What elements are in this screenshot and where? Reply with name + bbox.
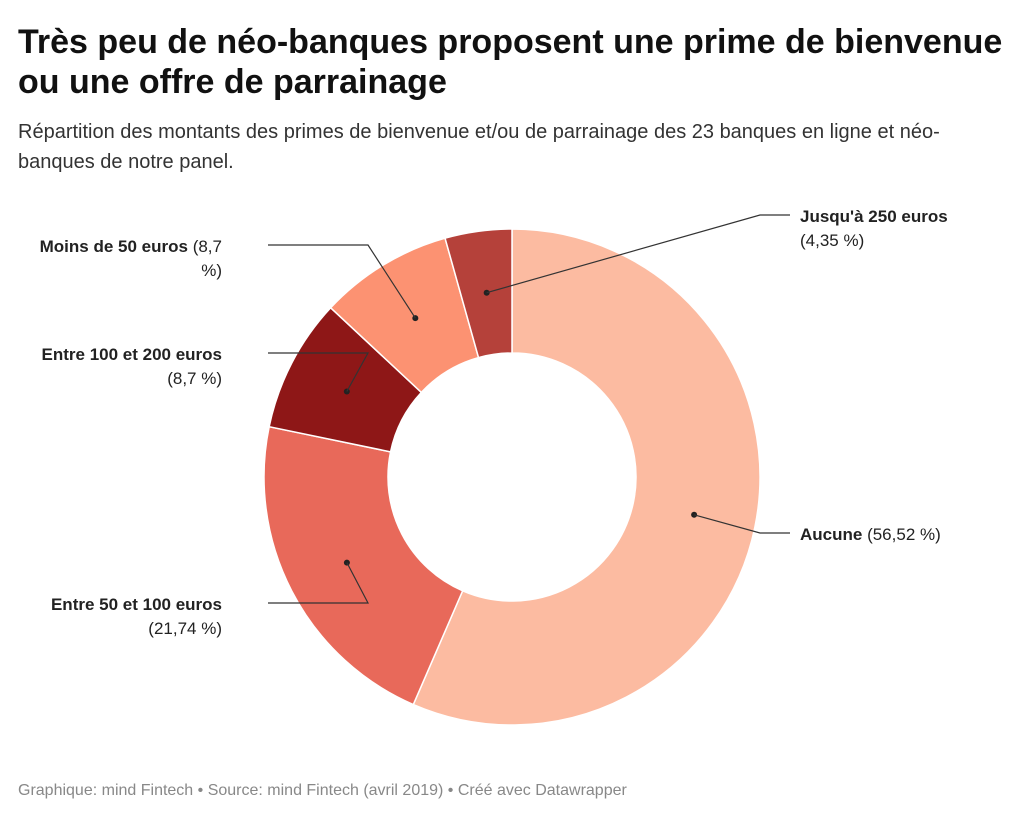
slice-label-moins-de-50-euros: Moins de 50 euros (8,7%) (40, 237, 222, 280)
slice-label-entre-100-et-200-euros: Entre 100 et 200 euros (8,7 %) (42, 345, 222, 388)
leader-line (268, 562, 369, 604)
leader-line (268, 244, 416, 319)
slice-label-aucune: Aucune (56,52 %) (800, 525, 941, 544)
slice-label-name: Entre 100 et 200 euros (42, 345, 222, 364)
slice-label-value-cont: %) (201, 261, 222, 280)
slice-label-name: Aucune (800, 525, 862, 544)
slice-label-jusqu-a-250-euros: Jusqu'à 250 euros (4,35 %) (800, 207, 948, 250)
slice-jusqu-a-250-euros (444, 228, 513, 359)
slice-label-value: (21,74 %) (148, 619, 222, 638)
slice-label-value: (4,35 %) (800, 231, 864, 250)
slice-aucune (412, 228, 761, 726)
slice-label-entre-50-et-100-euros: Entre 50 et 100 euros (21,74 %) (51, 595, 222, 638)
chart-footer: Graphique: mind Fintech • Source: mind F… (18, 782, 627, 799)
slice-label-value: (8,7 %) (167, 369, 222, 388)
leader-line (486, 214, 790, 294)
chart-subtitle: Répartition des montants des primes de b… (18, 121, 940, 173)
slice-entre-50-et-100-euros (263, 425, 464, 706)
slice-label-value: (8,7 (188, 237, 222, 256)
slice-label-name: Entre 50 et 100 euros (51, 595, 222, 614)
slice-label-name: Jusqu'à 250 euros (800, 207, 948, 226)
leader-line (268, 352, 370, 392)
slice-label-name: Moins de 50 euros (40, 237, 188, 256)
chart-title: Très peu de néo-banques proposent une pr… (18, 23, 1003, 101)
leader-line (693, 514, 790, 534)
slice-label-value: (56,52 %) (862, 525, 940, 544)
